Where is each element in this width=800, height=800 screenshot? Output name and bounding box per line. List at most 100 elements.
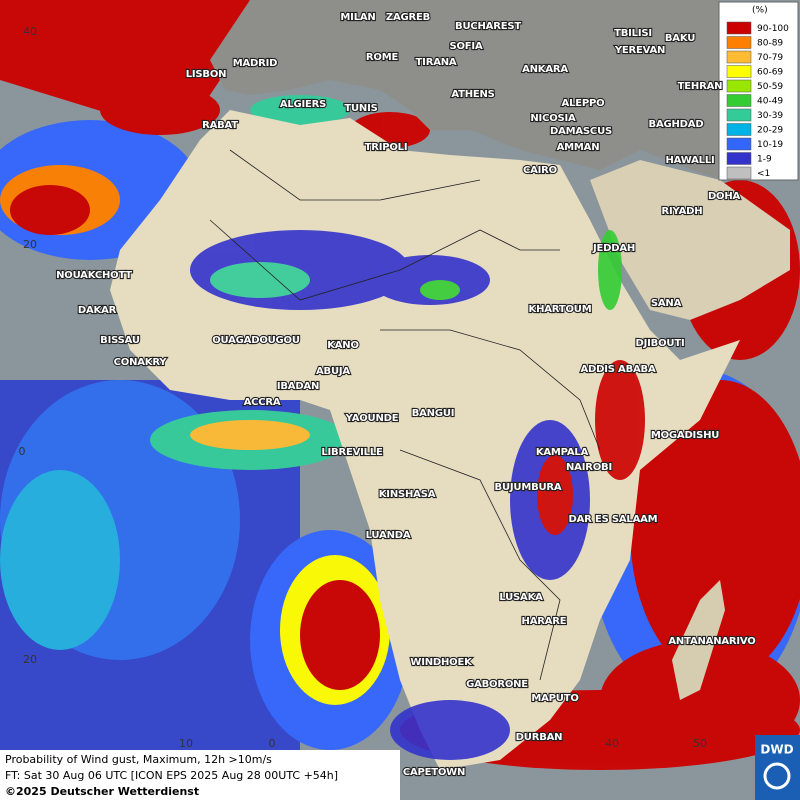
legend-label: 10-19 xyxy=(757,140,783,150)
city-label: LISBON xyxy=(186,69,227,80)
longitude-label: 10 xyxy=(179,737,193,750)
city-label: CONAKRY xyxy=(114,357,168,368)
latitude-label: 0 xyxy=(19,445,26,458)
latitude-label: 20 xyxy=(23,238,37,251)
city-label: DURBAN xyxy=(516,732,563,743)
legend-swatch xyxy=(726,108,752,122)
city-label: AMMAN xyxy=(557,142,600,153)
city-label: LIBREVILLE xyxy=(321,447,383,458)
city-label: CAIRO xyxy=(523,165,557,176)
city-label: KHARTOUM xyxy=(529,304,592,315)
legend-label: 40-49 xyxy=(757,97,783,107)
city-label: TEHRAN xyxy=(678,81,723,92)
city-label: ABUJA xyxy=(316,366,350,377)
city-label: BAKU xyxy=(665,33,695,44)
city-label: DJIBOUTI xyxy=(636,338,685,349)
city-label: CAPETOWN xyxy=(403,767,465,778)
legend-label: 1-9 xyxy=(757,155,772,165)
city-label: HAWALLI xyxy=(665,155,714,166)
city-label: TBILISI xyxy=(614,28,652,39)
legend-label: <1 xyxy=(757,169,770,179)
legend-label: 60-69 xyxy=(757,68,783,78)
city-label: MOGADISHU xyxy=(651,430,719,441)
city-label: ANKARA xyxy=(522,64,568,75)
city-label: NAIROBI xyxy=(566,462,612,473)
city-label: DAMASCUS xyxy=(550,126,612,137)
latitude-label: 40 xyxy=(23,25,37,38)
city-label: SANA xyxy=(651,298,682,309)
legend-label: 80-89 xyxy=(757,39,783,49)
legend-swatch xyxy=(726,94,752,107)
legend-label: 90-100 xyxy=(757,24,789,34)
city-label: MILAN xyxy=(340,12,375,23)
city-label: DAKAR xyxy=(78,305,117,316)
city-label: KANO xyxy=(327,340,359,351)
city-label: TUNIS xyxy=(344,103,377,114)
city-label: MAPUTO xyxy=(531,693,578,704)
legend-swatch xyxy=(726,137,752,151)
city-label: RABAT xyxy=(202,120,238,131)
legend-swatch xyxy=(726,50,752,64)
legend-unit: (%) xyxy=(752,6,768,16)
logo-swirl xyxy=(763,762,791,790)
city-label: ALGIERS xyxy=(280,99,326,110)
city-label: DOHA xyxy=(708,191,741,202)
longitude-label: 50 xyxy=(693,737,707,750)
city-label: BANGUI xyxy=(412,408,455,419)
city-label: HARARE xyxy=(522,616,567,627)
city-label: LUSAKA xyxy=(499,592,543,603)
legend-swatch xyxy=(726,21,752,35)
legend-label: 20-29 xyxy=(757,126,783,136)
city-label: MADRID xyxy=(233,58,278,69)
legend-swatch xyxy=(726,152,752,165)
city-label: IBADAN xyxy=(277,381,319,392)
land-field xyxy=(190,230,645,760)
city-label: NICOSIA xyxy=(530,113,576,124)
legend-swatch xyxy=(726,36,752,49)
legend-swatch xyxy=(726,123,752,136)
probability-field xyxy=(0,0,800,770)
city-label: KAMPALA xyxy=(536,447,589,458)
city-label: DAR ES SALAAM xyxy=(569,514,658,525)
city-label: BUCHAREST xyxy=(455,21,521,32)
city-label: RIYADH xyxy=(662,206,703,217)
city-label: ATHENS xyxy=(451,89,494,100)
city-label: BISSAU xyxy=(100,335,140,346)
legend-swatch xyxy=(726,65,752,78)
city-label: ROME xyxy=(366,52,399,63)
city-label: WINDHOEK xyxy=(410,657,473,668)
city-label: TRIPOLI xyxy=(365,142,408,153)
city-label: JEDDAH xyxy=(592,243,635,254)
city-label: BAGHDAD xyxy=(649,119,704,130)
legend-swatch xyxy=(726,79,752,93)
city-label: ALEPPO xyxy=(562,98,605,109)
legend-label: 30-39 xyxy=(757,111,783,121)
legend-label: 70-79 xyxy=(757,53,783,63)
city-label: NOUAKCHOTT xyxy=(56,270,132,281)
city-label: ACCRA xyxy=(244,397,281,408)
city-label: ADDIS ABABA xyxy=(580,364,655,375)
city-label: ANTANANARIVO xyxy=(668,636,755,647)
logo-text: DWD xyxy=(760,743,793,757)
city-label: ZAGREB xyxy=(386,12,430,23)
legend-swatch xyxy=(726,166,752,180)
city-label: SOFIA xyxy=(450,41,483,52)
city-label: GABORONE xyxy=(466,679,528,690)
city-label: KINSHASA xyxy=(379,489,436,500)
latitude-label: 20 xyxy=(23,653,37,666)
footer-line: ©2025 Deutscher Wetterdienst xyxy=(5,785,199,798)
city-label: YEREVAN xyxy=(614,45,665,56)
legend-label: 50-59 xyxy=(757,82,783,92)
longitude-label: 0 xyxy=(269,737,276,750)
footer-line: FT: Sat 30 Aug 06 UTC [ICON EPS 2025 Aug… xyxy=(5,769,338,782)
longitude-label: 40 xyxy=(605,737,619,750)
borders xyxy=(209,149,601,681)
footer-box xyxy=(0,750,400,800)
city-label: TIRANA xyxy=(416,57,457,68)
city-label: BUJUMBURA xyxy=(495,482,562,493)
city-label: LUANDA xyxy=(366,530,411,541)
city-label: OUAGADOUGOU xyxy=(212,335,300,346)
city-label: YAOUNDE xyxy=(345,413,399,424)
footer-line: Probability of Wind gust, Maximum, 12h >… xyxy=(5,753,272,766)
